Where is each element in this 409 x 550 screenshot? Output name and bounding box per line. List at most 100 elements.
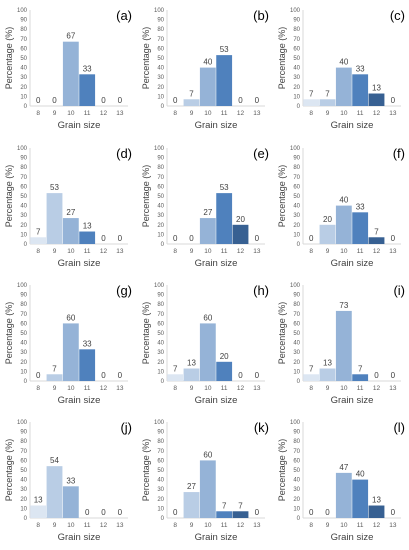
y-tick-label: 80: [20, 439, 27, 445]
data-label: 13: [323, 359, 332, 368]
x-tick-label: 13: [389, 248, 397, 255]
x-axis-title: Grain size: [195, 395, 238, 406]
y-tick-label: 10: [293, 506, 300, 512]
y-tick-label: 90: [20, 430, 27, 436]
y-tick-label: 20: [20, 497, 27, 503]
y-tick-label: 80: [293, 302, 300, 308]
data-label: 33: [83, 339, 92, 348]
y-tick-label: 90: [293, 293, 300, 299]
x-tick-label: 10: [204, 522, 212, 529]
y-tick-label: 90: [293, 430, 300, 436]
x-tick-label: 13: [116, 248, 124, 255]
y-tick-label: 10: [157, 506, 164, 512]
y-tick-label: 60: [293, 46, 300, 52]
bar: [335, 67, 352, 106]
y-tick-label: 0: [24, 379, 28, 385]
y-tick-label: 50: [157, 194, 164, 200]
x-tick-label: 11: [221, 110, 228, 117]
chart-panel: 0 10 20 30 40 50 60 70 80 90 100 0 8 27 9 60 10 7 11 7 12 0 13…: [141, 420, 269, 543]
data-label: 0: [238, 96, 243, 105]
data-label: 60: [203, 313, 212, 322]
data-label: 0: [189, 234, 194, 243]
x-tick-label: 13: [389, 110, 397, 117]
data-label: 27: [66, 208, 75, 217]
data-label: 0: [255, 234, 260, 243]
y-tick-label: 50: [293, 468, 300, 474]
y-tick-label: 70: [293, 312, 300, 318]
data-label: 0: [118, 234, 123, 243]
y-axis-title: Percentage (%): [277, 27, 287, 90]
y-tick-label: 80: [293, 165, 300, 171]
y-tick-label: 10: [157, 369, 164, 375]
data-label: 7: [222, 501, 227, 510]
data-label: 20: [236, 215, 245, 224]
bar: [46, 466, 63, 518]
panel-letter: (g): [116, 283, 132, 298]
x-tick-label: 10: [204, 248, 212, 255]
y-tick-label: 30: [20, 487, 27, 493]
y-tick-label: 90: [157, 430, 164, 436]
y-tick-label: 30: [293, 75, 300, 81]
y-tick-label: 70: [20, 175, 27, 181]
y-tick-label: 30: [157, 487, 164, 493]
y-tick-label: 30: [157, 350, 164, 356]
data-label: 13: [34, 496, 43, 505]
y-tick-label: 90: [293, 18, 300, 24]
bar: [30, 237, 47, 244]
x-tick-label: 11: [357, 385, 364, 392]
y-tick-label: 0: [297, 104, 301, 110]
y-tick-label: 50: [293, 56, 300, 62]
bar: [319, 99, 336, 106]
y-tick-label: 60: [157, 184, 164, 190]
chart-panel: 0 10 20 30 40 50 60 70 80 90 100 0 8 7 9 40 10 53 11 0 12 0 13…: [141, 8, 269, 131]
y-tick-label: 40: [20, 478, 27, 484]
x-tick-label: 12: [237, 385, 245, 392]
x-tick-label: 9: [326, 522, 330, 529]
y-tick-label: 100: [154, 8, 165, 14]
data-label: 33: [66, 476, 75, 485]
x-axis-title: Grain size: [195, 532, 238, 543]
y-tick-label: 20: [157, 85, 164, 91]
x-tick-label: 8: [36, 385, 40, 392]
panel-letter: (a): [116, 8, 132, 23]
data-label: 0: [52, 96, 57, 105]
y-tick-label: 50: [20, 331, 27, 337]
x-tick-label: 13: [253, 110, 261, 117]
x-tick-label: 8: [173, 110, 177, 117]
x-tick-label: 13: [389, 385, 397, 392]
x-tick-label: 12: [100, 110, 108, 117]
data-label: 0: [391, 234, 396, 243]
data-label: 53: [220, 183, 229, 192]
y-tick-label: 30: [293, 487, 300, 493]
data-label: 0: [309, 234, 314, 243]
x-tick-label: 12: [100, 385, 108, 392]
y-tick-label: 20: [157, 223, 164, 229]
x-tick-label: 12: [373, 522, 381, 529]
data-label: 0: [101, 234, 106, 243]
x-tick-label: 9: [53, 248, 57, 255]
data-label: 60: [66, 313, 75, 322]
bar: [352, 212, 369, 244]
y-tick-label: 10: [20, 506, 27, 512]
y-tick-label: 60: [293, 458, 300, 464]
data-label: 0: [36, 96, 41, 105]
y-tick-label: 100: [154, 283, 165, 289]
data-label: 0: [101, 508, 106, 517]
data-label: 0: [101, 96, 106, 105]
x-tick-label: 11: [84, 385, 91, 392]
x-tick-label: 11: [221, 248, 228, 255]
y-tick-label: 50: [157, 331, 164, 337]
data-label: 20: [220, 352, 229, 361]
data-label: 0: [173, 234, 178, 243]
x-tick-label: 10: [340, 110, 348, 117]
y-tick-label: 20: [20, 360, 27, 366]
y-tick-label: 0: [297, 242, 301, 248]
chart-panel: 0102030405060708090100080967103311012013…: [4, 8, 132, 131]
x-tick-label: 12: [373, 385, 381, 392]
data-label: 53: [220, 45, 229, 54]
bar: [216, 193, 233, 244]
y-tick-label: 70: [293, 175, 300, 181]
bar: [62, 41, 79, 106]
x-tick-label: 13: [389, 522, 397, 529]
x-tick-label: 11: [221, 522, 228, 529]
